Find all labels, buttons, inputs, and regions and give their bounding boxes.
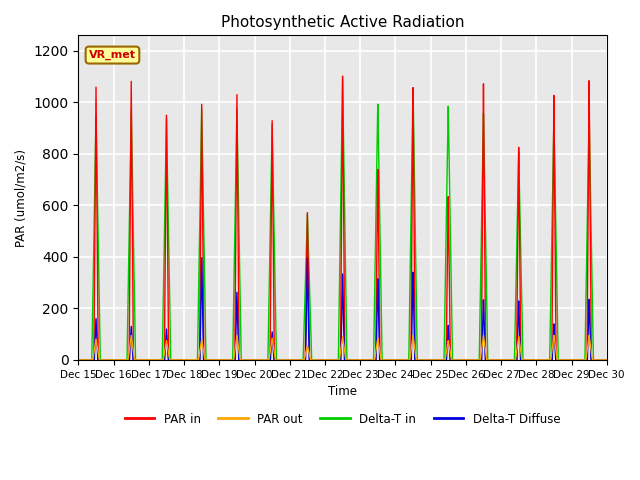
PAR out xyxy=(182,357,189,363)
PAR out xyxy=(586,333,593,338)
Delta-T in xyxy=(601,357,609,363)
PAR in xyxy=(273,357,280,363)
Delta-T in xyxy=(188,357,195,363)
Delta-T Diffuse xyxy=(188,357,195,363)
PAR out xyxy=(273,357,280,363)
PAR out xyxy=(603,357,611,363)
Delta-T in xyxy=(415,357,423,363)
Delta-T in xyxy=(273,347,280,352)
Delta-T Diffuse xyxy=(198,255,205,261)
Delta-T Diffuse xyxy=(273,357,280,363)
PAR in xyxy=(188,357,195,363)
PAR in xyxy=(601,357,609,363)
Line: Delta-T Diffuse: Delta-T Diffuse xyxy=(79,258,607,360)
Delta-T in xyxy=(603,357,611,363)
Delta-T Diffuse xyxy=(182,357,189,363)
Delta-T Diffuse xyxy=(490,357,498,363)
PAR in xyxy=(490,357,498,363)
PAR out xyxy=(601,357,609,363)
Delta-T in xyxy=(75,357,83,363)
PAR in xyxy=(603,357,611,363)
Line: PAR out: PAR out xyxy=(79,336,607,360)
PAR out xyxy=(490,357,498,363)
Delta-T in xyxy=(339,73,346,79)
PAR out xyxy=(75,357,83,363)
PAR in xyxy=(415,357,423,363)
PAR in xyxy=(339,73,346,79)
Title: Photosynthetic Active Radiation: Photosynthetic Active Radiation xyxy=(221,15,465,30)
Y-axis label: PAR (umol/m2/s): PAR (umol/m2/s) xyxy=(15,149,28,247)
Delta-T Diffuse xyxy=(601,357,609,363)
Text: VR_met: VR_met xyxy=(89,50,136,60)
PAR in xyxy=(182,357,189,363)
PAR in xyxy=(75,357,83,363)
PAR out xyxy=(188,357,195,363)
X-axis label: Time: Time xyxy=(328,385,357,398)
Delta-T in xyxy=(490,357,498,363)
Delta-T Diffuse xyxy=(75,357,83,363)
PAR out xyxy=(415,357,423,363)
Legend: PAR in, PAR out, Delta-T in, Delta-T Diffuse: PAR in, PAR out, Delta-T in, Delta-T Dif… xyxy=(120,408,565,431)
Line: Delta-T in: Delta-T in xyxy=(79,76,607,360)
Delta-T Diffuse xyxy=(603,357,611,363)
Delta-T in xyxy=(182,357,189,363)
Delta-T Diffuse xyxy=(415,357,423,363)
Line: PAR in: PAR in xyxy=(79,76,607,360)
